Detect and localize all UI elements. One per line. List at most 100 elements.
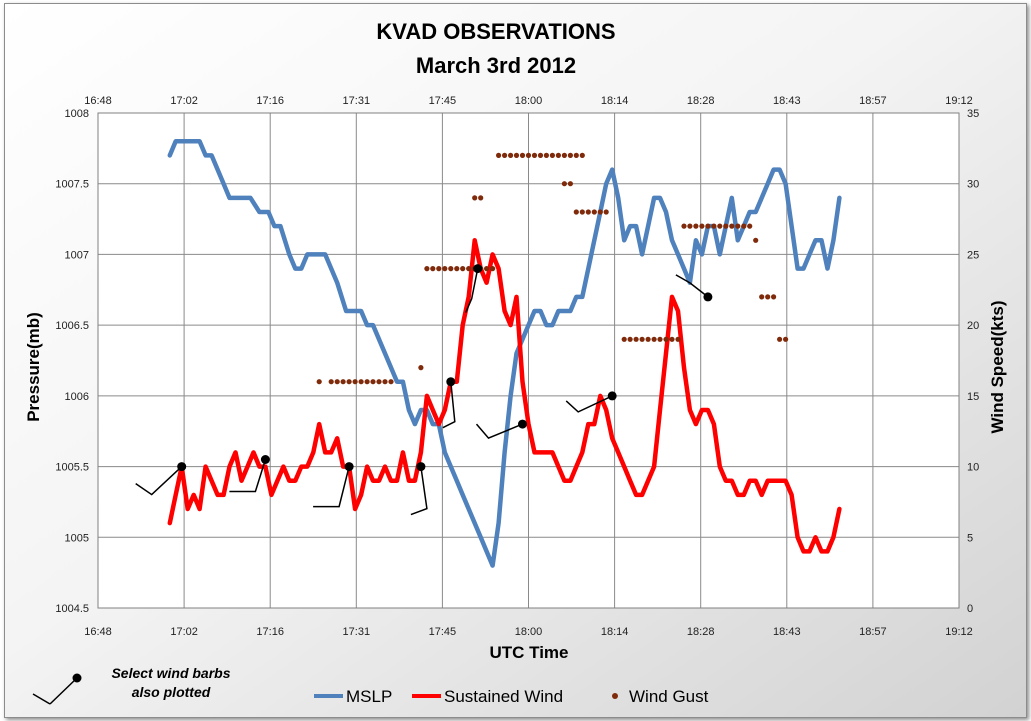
wind-gust-point bbox=[561, 181, 568, 187]
x-tick-label-top: 18:28 bbox=[687, 95, 715, 107]
legend-mslp-label: MSLP bbox=[346, 687, 392, 706]
wind-gust-point bbox=[340, 379, 346, 385]
x-axis-title: UTC Time bbox=[489, 643, 568, 662]
y-left-tick-label: 1006 bbox=[65, 391, 89, 403]
wind-gust-point bbox=[454, 266, 460, 272]
legend-sustained-wind-label: Sustained Wind bbox=[444, 687, 563, 706]
wind-gust-point bbox=[729, 223, 735, 229]
wind-gust-point bbox=[316, 379, 322, 385]
y-left-tick-label: 1004.5 bbox=[55, 603, 89, 615]
wind-gust-point bbox=[418, 365, 424, 371]
wind-gust-point bbox=[508, 152, 514, 158]
wind-gust-point bbox=[543, 152, 550, 158]
wind-gust-point bbox=[759, 294, 765, 300]
wind-gust-point bbox=[472, 195, 478, 201]
y-left-tick-label: 1008 bbox=[65, 108, 89, 120]
wind-gust-point bbox=[705, 223, 711, 229]
wind-gust-point bbox=[621, 336, 627, 342]
wind-gust-point bbox=[747, 223, 753, 229]
y-left-tick-label: 1005.5 bbox=[55, 462, 89, 474]
wind-gust-point bbox=[424, 266, 430, 272]
wind-gust-point bbox=[466, 266, 472, 272]
y-right-tick-labels: 0 5 10 15 20 25 30 35 bbox=[967, 108, 979, 615]
wind-barb-point bbox=[177, 462, 187, 472]
wind-gust-point bbox=[382, 379, 388, 385]
wind-barb-point bbox=[446, 377, 456, 387]
wind-gust-point bbox=[370, 379, 376, 385]
wind-gust-point bbox=[537, 152, 544, 158]
y-left-axis-title: Pressure(mb) bbox=[24, 312, 43, 422]
wind-gust-point bbox=[549, 152, 556, 158]
legend-wind-gust-marker bbox=[612, 693, 618, 699]
wind-barb-line bbox=[135, 466, 183, 496]
x-tick-label: 18:57 bbox=[859, 626, 887, 638]
x-tick-label: 18:43 bbox=[773, 626, 801, 638]
wind-barb-line bbox=[442, 381, 456, 429]
x-tick-label-top: 17:45 bbox=[429, 95, 457, 107]
x-tick-label-top: 18:57 bbox=[859, 95, 887, 107]
wind-gust-point bbox=[328, 379, 334, 385]
wind-gust-point bbox=[783, 336, 789, 342]
wind-gust-point bbox=[579, 152, 585, 158]
wind-barb-line bbox=[565, 395, 613, 413]
y-left-tick-labels: 1004.5 1005 1005.5 1006 1006.5 1007 1007.5 1008 bbox=[55, 108, 89, 615]
wind-barb-line bbox=[475, 423, 523, 440]
y-right-tick-label: 25 bbox=[967, 249, 979, 261]
x-tick-label-top: 18:43 bbox=[773, 95, 801, 107]
wind-barb-line bbox=[675, 274, 709, 298]
wind-gust-point bbox=[573, 209, 579, 215]
wind-gust-point bbox=[502, 152, 508, 158]
wind-barb-line bbox=[229, 459, 267, 493]
wind-gust-point bbox=[448, 266, 454, 272]
y-right-axis-title: Wind Speed(kts) bbox=[988, 300, 1007, 433]
x-tick-label-top: 17:02 bbox=[170, 95, 198, 107]
chart-subtitle: March 3rd 2012 bbox=[416, 53, 576, 78]
wind-gust-point bbox=[603, 209, 609, 215]
wind-barb-point bbox=[607, 391, 617, 401]
wind-gust-point bbox=[771, 294, 777, 300]
legend-wind-gust-label: Wind Gust bbox=[629, 687, 709, 706]
wind-gust-point bbox=[639, 336, 645, 342]
x-tick-label: 18:28 bbox=[687, 626, 715, 638]
wind-gust-point bbox=[723, 223, 729, 229]
wind-barb-point bbox=[344, 462, 354, 472]
y-right-tick-label: 15 bbox=[967, 391, 979, 403]
wind-gust-point bbox=[436, 266, 442, 272]
wind-barb-point bbox=[473, 264, 483, 274]
wind-gust-point bbox=[777, 336, 783, 342]
wind-barb-line bbox=[465, 268, 479, 313]
series-line-mslp bbox=[167, 139, 842, 568]
wind-barb-point bbox=[703, 292, 713, 302]
x-tick-label-top: 17:31 bbox=[343, 95, 371, 107]
wind-gust-point bbox=[496, 152, 502, 158]
wind-gust-point bbox=[735, 223, 741, 229]
wind-gust-point bbox=[561, 152, 568, 158]
x-tick-label-top: 18:00 bbox=[515, 95, 543, 107]
wind-gust-point bbox=[460, 266, 466, 272]
wind-gust-point bbox=[693, 223, 699, 229]
wind-barb-legend-icon bbox=[32, 673, 82, 705]
y-right-tick-label: 20 bbox=[967, 320, 979, 332]
chart-svg: KVAD OBSERVATIONS March 3rd 2012 16:48 17… bbox=[24, 19, 1007, 706]
wind-gust-point bbox=[376, 379, 382, 385]
wind-gust-point bbox=[352, 379, 358, 385]
wind-gust-point bbox=[519, 152, 526, 158]
x-tick-label: 18:00 bbox=[515, 626, 543, 638]
wind-barb-point bbox=[416, 462, 426, 472]
x-tick-label-top: 17:16 bbox=[256, 95, 284, 107]
x-tick-label: 16:48 bbox=[84, 626, 112, 638]
wind-gust-point bbox=[687, 223, 693, 229]
x-tick-labels-top: 16:48 17:02 17:16 17:31 17:45 18:00 18:14 18:28… bbox=[84, 95, 973, 107]
x-tick-label: 17:02 bbox=[170, 626, 198, 638]
wind-gust-point bbox=[711, 223, 717, 229]
plot-border bbox=[97, 112, 960, 609]
y-left-tick-label: 1005 bbox=[65, 532, 89, 544]
wind-gust-point bbox=[597, 209, 603, 215]
wind-gust-point bbox=[657, 336, 663, 342]
wind-gust-point bbox=[388, 379, 394, 385]
wind-barb-point bbox=[260, 455, 270, 464]
y-right-tick-label: 30 bbox=[967, 179, 979, 191]
wind-gust-point bbox=[585, 209, 591, 215]
wind-gust-point bbox=[358, 379, 364, 385]
wind-gust-point bbox=[741, 223, 747, 229]
